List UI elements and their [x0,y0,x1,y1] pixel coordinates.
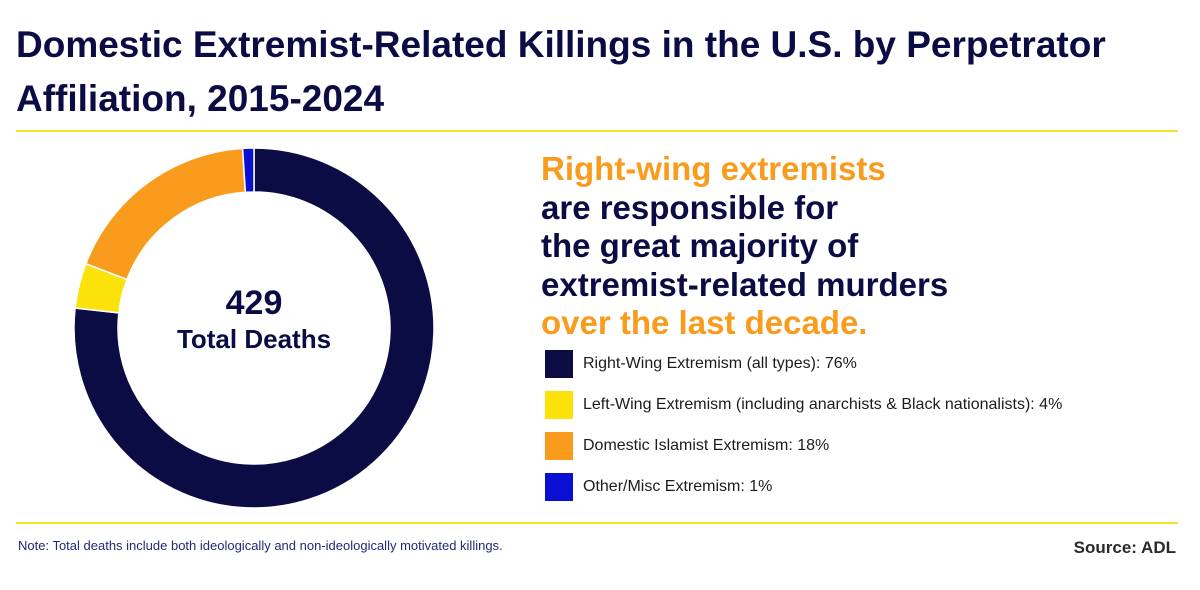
headline: Right-wing extremists are responsible fo… [541,150,948,343]
donut-slice-other [241,147,255,194]
legend-label-islamist: Domestic Islamist Extremism: 18% [583,437,830,454]
headline-line-1: Right-wing extremists [541,150,886,187]
legend-item-islamist: Domestic Islamist Extremism: 18% [545,432,1062,460]
source-credit: Source: ADL [1073,538,1176,557]
donut-slice-islamist [84,147,247,281]
donut-slice-right-wing [73,147,435,509]
headline-line-5: over the last decade. [541,304,868,341]
donut-chart: 429 Total Deaths [73,147,435,509]
headline-line-3: the great majority of [541,227,859,264]
legend-item-right-wing: Right-Wing Extremism (all types): 76% [545,350,1062,378]
legend-label-left-wing: Left-Wing Extremism (including anarchist… [583,396,1063,413]
legend-swatch-other [545,473,573,501]
legend-item-other: Other/Misc Extremism: 1% [545,473,1062,501]
center-total-label: Total Deaths [177,324,331,354]
legend-label-other: Other/Misc Extremism: 1% [583,478,773,495]
legend-swatch-left-wing [545,391,573,419]
headline-line-2: are responsible for [541,188,839,226]
bottom-divider [16,522,1178,524]
chart-title: Domestic Extremist-Related Killings in t… [16,24,1106,119]
legend-item-left-wing: Left-Wing Extremism (including anarchist… [545,391,1062,419]
legend-label-right-wing: Right-Wing Extremism (all types): 76% [583,355,857,372]
legend-swatch-islamist [545,432,573,460]
footnote: Note: Total deaths include both ideologi… [18,538,503,553]
top-divider [16,130,1178,132]
legend-swatch-right-wing [545,350,573,378]
center-total-value: 429 [226,284,283,322]
chart-legend: Right-Wing Extremism (all types): 76% Le… [545,350,1062,514]
headline-line-4: extremist-related murders [541,265,949,303]
